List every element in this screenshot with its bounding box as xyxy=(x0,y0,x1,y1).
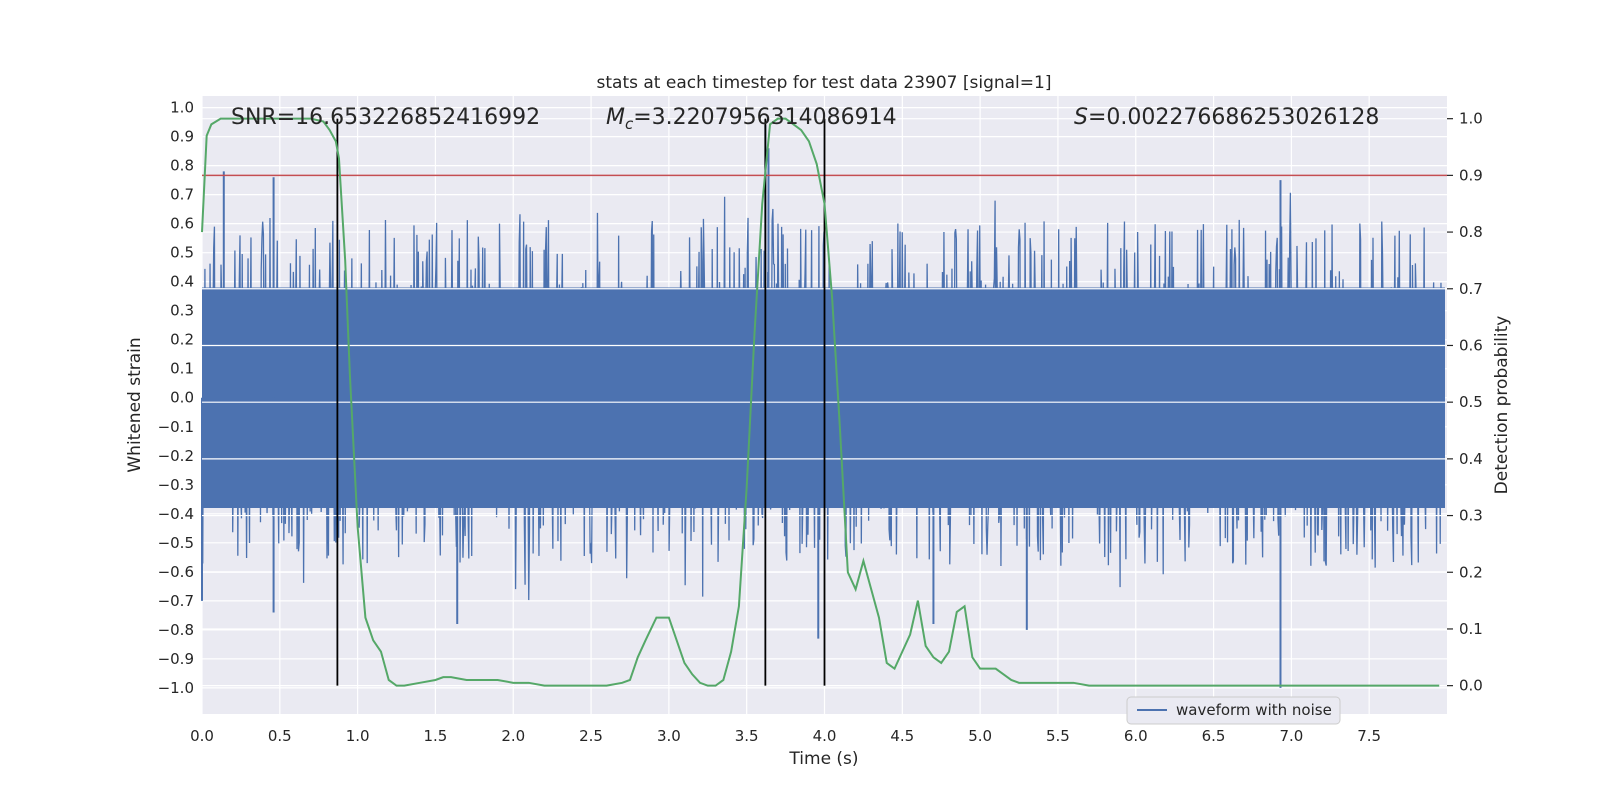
y-left-tick-label: 0.6 xyxy=(170,215,194,233)
x-tick-label: 0.0 xyxy=(190,727,214,745)
x-tick-label: 5.0 xyxy=(968,727,992,745)
y-left-tick-label: −1.0 xyxy=(158,679,194,697)
y-right-tick-label: 0.8 xyxy=(1459,223,1483,241)
y-right-tick-label: 0.6 xyxy=(1459,336,1483,354)
y-left-tick-label: 0.2 xyxy=(170,331,194,349)
y-left-axis-ticks: 1.0 0.9 0.8 0.7 0.6 0.5 0.4 0.3 0.2 0.1 0.0 −0.1 −0.… xyxy=(158,99,194,697)
y-left-tick-label: −0.1 xyxy=(158,418,194,436)
x-tick-label: 3.5 xyxy=(735,727,759,745)
y-left-tick-label: 0.0 xyxy=(170,389,194,407)
y-right-tick-label: 0.5 xyxy=(1459,393,1483,411)
y-left-tick-label: −0.7 xyxy=(158,592,194,610)
y-left-tick-label: 0.3 xyxy=(170,302,194,320)
y-left-tick-label: −0.4 xyxy=(158,505,194,523)
y-right-tick-label: 0.1 xyxy=(1459,620,1483,638)
x-tick-label: 3.0 xyxy=(657,727,681,745)
y-left-tick-label: −0.2 xyxy=(158,447,194,465)
y-right-tick-label: 0.4 xyxy=(1459,450,1483,468)
x-axis-ticks: 0.0 0.5 1.0 1.5 2.0 2.5 3.0 3.5 4.0 4.5 5.0 5.5 6.0 6… xyxy=(190,727,1381,745)
x-tick-label: 7.5 xyxy=(1357,727,1381,745)
y-left-axis-label: Whitened strain xyxy=(125,337,145,472)
y-left-tick-label: −0.8 xyxy=(158,621,194,639)
s-annotation: S=0.002276686253026128 xyxy=(1074,105,1379,130)
legend-entry-waveform: waveform with noise xyxy=(1176,701,1332,719)
x-tick-label: 2.5 xyxy=(579,727,603,745)
probability-series xyxy=(201,117,1440,687)
y-left-tick-label: 0.9 xyxy=(170,128,194,146)
y-right-tick-label: 1.0 xyxy=(1459,110,1483,128)
chirp-mass-symbol: M xyxy=(606,105,625,130)
y-left-tick-label: −0.9 xyxy=(158,650,194,668)
chart-title: stats at each timestep for test data 239… xyxy=(597,73,1052,93)
y-left-tick-label: 0.8 xyxy=(170,157,194,175)
y-right-axis-ticks: 1.0 0.9 0.8 0.7 0.6 0.5 0.4 0.3 0.2 0.1 0.0 xyxy=(1447,110,1483,695)
waveform-series xyxy=(201,125,1447,688)
waveform-core xyxy=(202,287,1445,508)
x-tick-label: 1.0 xyxy=(346,727,370,745)
y-right-tick-label: 0.3 xyxy=(1459,507,1483,525)
y-left-tick-label: 0.7 xyxy=(170,186,194,204)
chirp-mass-subscript: c xyxy=(625,115,634,133)
y-right-axis-label: Detection probability xyxy=(1492,316,1512,495)
x-tick-label: 6.0 xyxy=(1124,727,1148,745)
x-tick-label: 4.0 xyxy=(813,727,837,745)
legend-box xyxy=(1126,696,1341,725)
legend: waveform with noise xyxy=(1126,696,1341,725)
x-tick-label: 0.5 xyxy=(268,727,292,745)
chirp-mass-annotation: Mc=3.2207956314086914 xyxy=(606,105,897,133)
y-left-tick-label: 0.1 xyxy=(170,360,194,378)
chirp-mass-value: =3.2207956314086914 xyxy=(633,105,896,130)
s-value: =0.002276686253026128 xyxy=(1088,105,1379,130)
y-right-tick-label: 0.0 xyxy=(1459,677,1483,695)
snr-annotation: SNR=16.653226852416992 xyxy=(231,105,540,130)
y-right-tick-label: 0.2 xyxy=(1459,563,1483,581)
y-left-tick-label: 1.0 xyxy=(170,99,194,117)
y-left-tick-label: −0.6 xyxy=(158,563,194,581)
x-tick-label: 2.0 xyxy=(501,727,525,745)
y-left-tick-label: −0.3 xyxy=(158,476,194,494)
x-tick-label: 6.5 xyxy=(1202,727,1226,745)
y-right-tick-label: 0.7 xyxy=(1459,280,1483,298)
y-right-tick-label: 0.9 xyxy=(1459,166,1483,184)
x-tick-label: 7.0 xyxy=(1279,727,1303,745)
y-left-tick-label: 0.5 xyxy=(170,244,194,262)
y-left-tick-label: −0.5 xyxy=(158,534,194,552)
y-left-tick-label: 0.4 xyxy=(170,273,194,291)
x-tick-label: 1.5 xyxy=(424,727,448,745)
probability-line xyxy=(201,117,1440,687)
s-symbol: S xyxy=(1074,105,1088,130)
x-tick-label: 5.5 xyxy=(1046,727,1070,745)
x-tick-label: 4.5 xyxy=(890,727,914,745)
x-axis-label: Time (s) xyxy=(788,749,858,769)
